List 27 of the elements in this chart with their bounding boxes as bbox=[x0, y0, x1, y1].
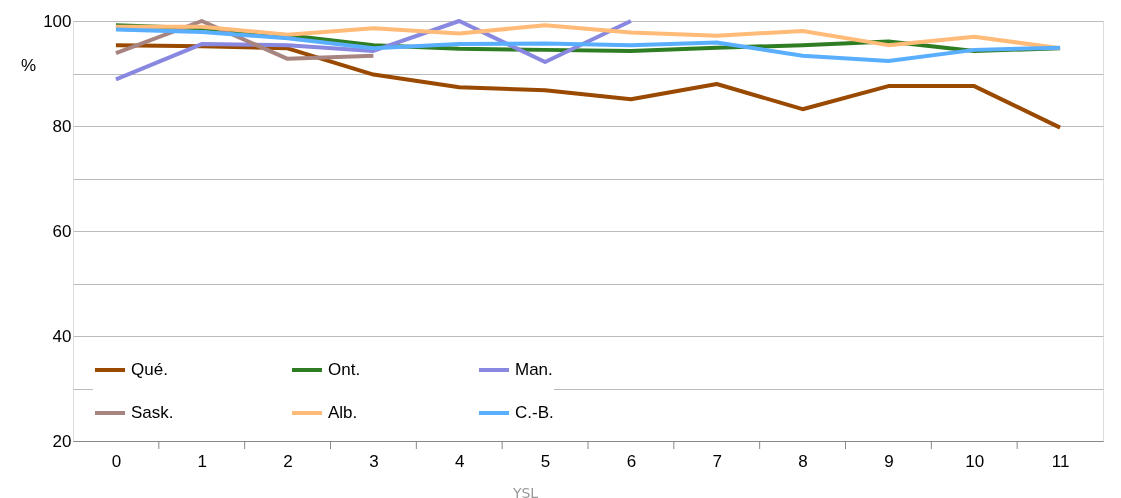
y-tick-label: 20 bbox=[52, 431, 72, 451]
legend-label: C.-B. bbox=[515, 403, 554, 422]
y-tick-label: 40 bbox=[52, 326, 72, 346]
x-tick-label: 2 bbox=[283, 451, 293, 471]
line-series bbox=[113, 27, 1063, 63]
x-tick-label: 11 bbox=[1051, 451, 1070, 471]
x-tick-label: 6 bbox=[626, 451, 637, 471]
y-tick-label: 60 bbox=[52, 221, 72, 241]
x-tick-label: 1 bbox=[197, 451, 207, 471]
x-tick-label: 3 bbox=[369, 451, 379, 471]
x-tick-label: 10 bbox=[965, 451, 985, 471]
legend-label: Sask. bbox=[131, 403, 174, 422]
x-tick-label: 8 bbox=[798, 451, 808, 471]
legend-label: Qué. bbox=[131, 360, 168, 379]
legend-label: Ont. bbox=[328, 360, 361, 379]
y-tick-label: 80 bbox=[52, 116, 72, 136]
line-series bbox=[113, 43, 1063, 130]
x-tick-label: 9 bbox=[884, 451, 894, 471]
y-tick-label: 100 bbox=[43, 11, 72, 31]
legend-label: Alb. bbox=[328, 403, 358, 422]
x-tick-label: 0 bbox=[111, 451, 122, 471]
legend-label: Man. bbox=[515, 360, 553, 379]
y-axis-title: % bbox=[20, 55, 37, 75]
x-tick-label: 4 bbox=[455, 451, 465, 471]
x-axis-title: YSL bbox=[511, 484, 539, 498]
x-tick-label: 7 bbox=[712, 451, 722, 471]
x-tick-label: 5 bbox=[540, 451, 551, 471]
